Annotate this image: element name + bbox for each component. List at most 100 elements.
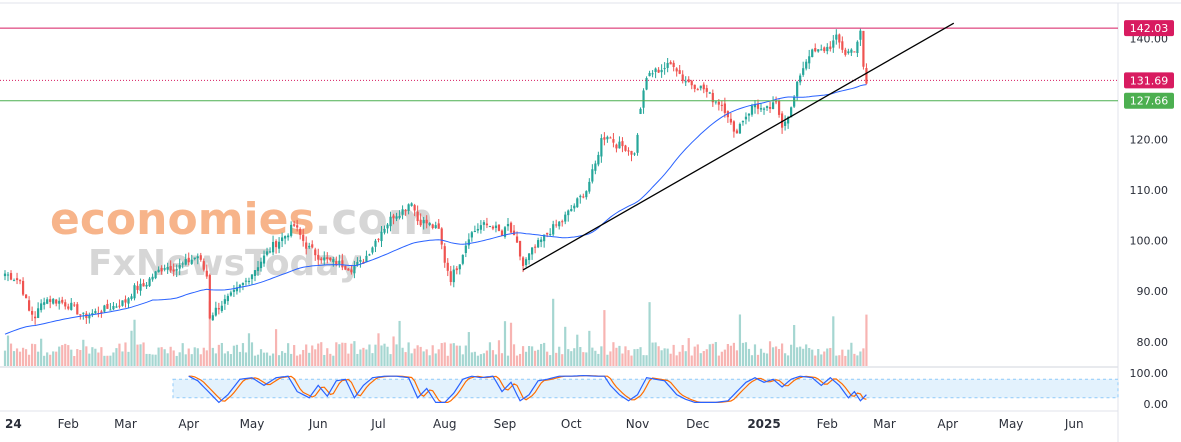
volume-bar xyxy=(380,345,383,366)
volume-bar xyxy=(576,334,579,366)
volume-bar xyxy=(214,353,217,366)
volume-bar xyxy=(362,347,365,366)
candle-body xyxy=(618,141,621,149)
volume-bar xyxy=(136,344,139,366)
volume-bar xyxy=(314,349,317,366)
candle-body xyxy=(21,280,25,295)
price-level-tags: 142.03 131.69 127.66 xyxy=(1124,20,1174,109)
volume-bar xyxy=(94,348,97,366)
candle-body xyxy=(413,205,416,211)
candle-body xyxy=(31,310,34,315)
volume-bar xyxy=(425,349,428,366)
volume-bar xyxy=(711,343,714,366)
candle-body xyxy=(684,81,687,83)
candle-body xyxy=(160,267,163,272)
volume-bar xyxy=(61,345,64,366)
volume-bar xyxy=(253,355,257,366)
volume-bars xyxy=(3,298,868,366)
candle-body xyxy=(284,236,287,239)
stochastic-d-line xyxy=(188,375,867,403)
volume-bar xyxy=(609,351,612,366)
candle-body xyxy=(64,302,67,307)
time-label: Nov xyxy=(626,417,649,431)
volume-bar xyxy=(311,345,314,366)
volume-bar xyxy=(287,343,290,366)
volume-bar xyxy=(696,344,699,366)
candle-body xyxy=(121,300,124,306)
candle-body xyxy=(377,238,380,240)
price-tick-label: 100.00 xyxy=(1130,235,1169,248)
volume-bar xyxy=(482,353,486,366)
volume-bar xyxy=(175,355,178,366)
volume-bar xyxy=(187,348,190,366)
time-label: May xyxy=(240,417,265,431)
volume-bar xyxy=(232,345,236,366)
volume-bar xyxy=(657,346,660,366)
candle-body xyxy=(669,62,672,65)
volume-bar xyxy=(323,354,326,366)
volume-bar xyxy=(398,320,401,366)
candle-body xyxy=(651,73,654,75)
volume-bar xyxy=(567,349,570,366)
candle-body xyxy=(3,273,7,277)
candle-body xyxy=(558,221,561,227)
level-tag-text: 131.69 xyxy=(1130,74,1169,87)
time-label: Sep xyxy=(494,417,517,431)
volume-bar xyxy=(835,355,838,366)
volume-bar xyxy=(690,355,693,366)
volume-bar xyxy=(208,301,211,366)
volume-bar xyxy=(774,346,778,366)
candle-body xyxy=(338,260,341,265)
volume-bar xyxy=(663,348,666,366)
candle-body xyxy=(76,304,79,315)
volume-bar xyxy=(693,346,696,366)
volume-bar xyxy=(223,353,226,366)
candle-body xyxy=(509,222,513,233)
volume-bar xyxy=(494,354,498,366)
volume-bar xyxy=(88,353,91,366)
volume-bar xyxy=(205,350,208,366)
support-trendline[interactable] xyxy=(522,22,955,271)
volume-bar xyxy=(651,342,654,366)
volume-bar xyxy=(383,343,386,366)
candle-body xyxy=(223,299,226,304)
candle-body xyxy=(88,315,91,319)
candle-body xyxy=(594,163,597,171)
candle-body xyxy=(690,80,693,86)
volume-bar xyxy=(308,352,311,366)
volume-bar xyxy=(40,338,43,366)
candle-body xyxy=(856,41,859,54)
candle-body xyxy=(756,103,760,109)
volume-bar xyxy=(531,346,534,366)
time-axis[interactable]: 24 Feb Mar Apr May Jun Jul Aug Sep Oct Nov Dec 2025 F… xyxy=(5,417,1084,431)
candle-body xyxy=(259,261,263,269)
candle-body xyxy=(106,303,109,309)
volume-bar xyxy=(172,350,175,366)
candle-body xyxy=(235,287,239,292)
volume-bar xyxy=(37,351,40,366)
volume-bar xyxy=(365,349,368,366)
volume-bar xyxy=(672,344,675,366)
candle-body xyxy=(434,225,437,229)
volume-bar xyxy=(841,349,844,366)
level-tag-142.03 xyxy=(1124,20,1174,37)
volume-bar xyxy=(326,348,329,366)
price-tick-label: 120.00 xyxy=(1130,133,1169,146)
volume-bar xyxy=(687,338,690,366)
volume-bar xyxy=(488,342,492,366)
candle-body xyxy=(353,266,356,274)
volume-bar xyxy=(100,347,103,366)
volume-bar xyxy=(844,355,847,366)
candle-body xyxy=(274,241,278,248)
candle-body xyxy=(253,270,257,276)
candle-body xyxy=(344,265,347,270)
candle-body xyxy=(774,101,778,103)
volume-bar xyxy=(226,351,229,366)
candle-body xyxy=(392,215,395,219)
volume-bar xyxy=(271,353,275,366)
candle-body xyxy=(404,210,407,212)
candle-body xyxy=(732,121,736,132)
candle-body xyxy=(657,69,660,73)
volume-bar xyxy=(856,355,859,366)
